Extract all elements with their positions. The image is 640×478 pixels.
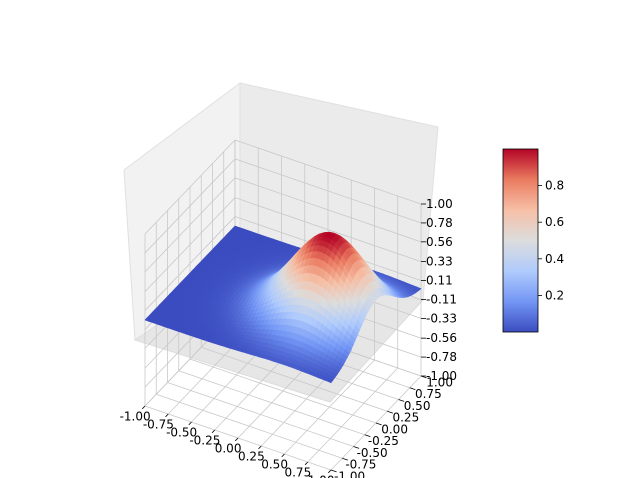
y-axis-ticks: -1.00-0.75-0.50-0.250.000.250.500.751.00 [330, 375, 453, 478]
x-tick-label: -0.75 [143, 417, 174, 431]
x-tick-mark [304, 461, 309, 466]
z-tick-label: -0.11 [426, 292, 457, 306]
grid-line [201, 346, 388, 412]
grid-line [144, 197, 236, 292]
y-tick-label: -0.75 [345, 458, 376, 472]
z-tick-label: 0.33 [426, 255, 453, 269]
grid-line [234, 177, 422, 243]
colorbar-gradient [502, 148, 539, 333]
grid-line [144, 216, 236, 311]
colorbar-tick-label: 0.8 [545, 179, 564, 193]
z-tick-label: 0.11 [426, 274, 453, 288]
y-tick-label: 0.75 [415, 387, 442, 401]
y-tick-mark [342, 457, 348, 461]
x-tick-label: 0.75 [284, 465, 311, 478]
grid-line [178, 370, 365, 436]
y-tick-mark [353, 446, 360, 449]
z-tick-label: -1.00 [426, 369, 457, 383]
colorbar-tick-label: 0.6 [545, 215, 564, 229]
grid-line [144, 177, 236, 273]
x-tick-mark [258, 445, 262, 450]
grid-line [144, 158, 236, 254]
x-axis-ticks: -1.00-0.75-0.50-0.250.000.250.500.751.00 [120, 405, 335, 478]
grid-line [167, 382, 354, 447]
grid-line [234, 197, 422, 262]
y-tick-label: 1.00 [426, 375, 453, 389]
z-tick-label: 1.00 [426, 197, 453, 211]
y-tick-label: 0.25 [392, 411, 419, 425]
x-tick-label: -0.25 [189, 433, 220, 447]
x-tick-mark [235, 437, 239, 442]
x-tick-label: 1.00 [308, 473, 335, 478]
grid-line [156, 393, 343, 459]
grid-line [234, 139, 422, 205]
x-tick-mark [165, 413, 169, 418]
y-tick-mark [330, 469, 337, 473]
x-tick-mark [211, 429, 216, 434]
y-tick-label: -0.25 [368, 434, 399, 448]
x-tick-label: 0.00 [215, 441, 242, 455]
x-tick-mark [142, 405, 146, 410]
z-tick-label: 0.56 [426, 235, 453, 249]
x-tick-label: -0.50 [166, 425, 197, 439]
x-tick-label: -1.00 [120, 409, 151, 423]
y-tick-mark [364, 434, 371, 438]
surface-patch [326, 377, 334, 384]
y-tick-mark [409, 387, 416, 391]
grid-line [144, 139, 236, 235]
colorbar-tick-label: 0.4 [545, 252, 564, 266]
colorbar: 0.2 0.4 0.6 0.8 [502, 148, 564, 333]
y-tick-mark [375, 422, 382, 426]
y-tick-label: 0.50 [404, 399, 431, 413]
x-tick-mark [188, 421, 192, 426]
z-tick-label: -0.56 [426, 331, 457, 345]
z-tick-label: -0.78 [426, 350, 457, 364]
colorbar-tick-label: 0.2 [545, 288, 564, 302]
z-axis-ticks: -1.00 -0.78 -0.56 -0.33 -0.11 0.11 0.33 0.56 0.7… [421, 197, 457, 383]
x-tick-mark [281, 453, 285, 458]
y-tick-mark [387, 410, 393, 414]
x-tick-mark [328, 469, 332, 474]
y-tick-mark [398, 399, 405, 402]
colorbar-ticks: 0.2 0.4 0.6 0.8 [538, 179, 564, 302]
x-tick-label: 0.25 [238, 449, 265, 463]
y-tick-label: -1.00 [334, 469, 365, 478]
z-tick-label: 0.78 [426, 216, 453, 230]
z-tick-label: -0.33 [426, 311, 457, 325]
y-tick-label: 0.00 [381, 422, 408, 436]
y-tick-label: -0.50 [357, 446, 388, 460]
x-tick-label: 0.50 [261, 457, 288, 471]
surface [144, 225, 422, 384]
grid-line [234, 158, 422, 224]
grid-line [189, 358, 377, 424]
